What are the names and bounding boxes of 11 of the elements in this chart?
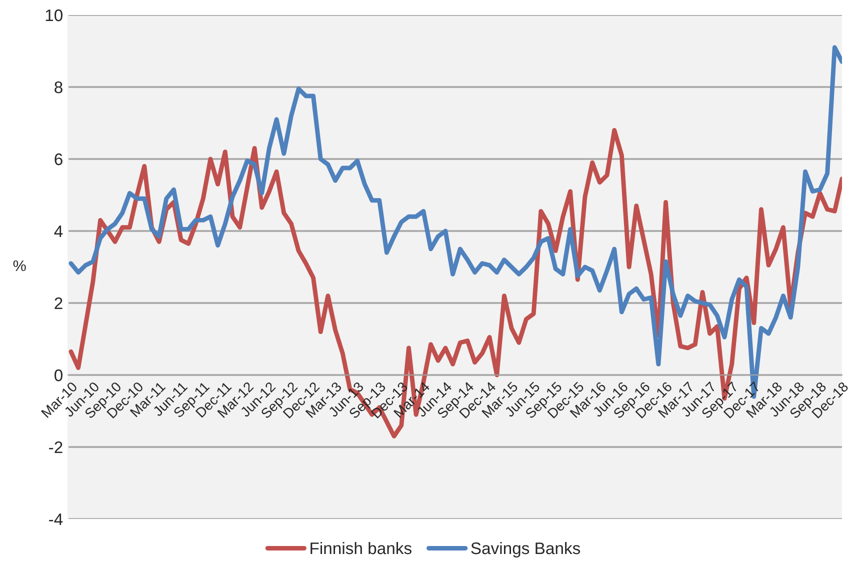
y-axis-title: % bbox=[13, 260, 26, 272]
y-tick-label: 10 bbox=[46, 9, 62, 22]
legend-label: Finnish banks bbox=[310, 542, 412, 554]
y-tick-label: 6 bbox=[54, 153, 62, 166]
y-tick-label: -4 bbox=[49, 514, 63, 526]
y-tick-label: 2 bbox=[54, 297, 62, 310]
legend-label: Savings Banks bbox=[471, 542, 580, 558]
y-tick-label: 0 bbox=[54, 369, 62, 382]
y-tick-label: 4 bbox=[54, 226, 63, 238]
y-tick-label: 8 bbox=[54, 81, 62, 94]
y-tick-label: -2 bbox=[49, 441, 62, 454]
